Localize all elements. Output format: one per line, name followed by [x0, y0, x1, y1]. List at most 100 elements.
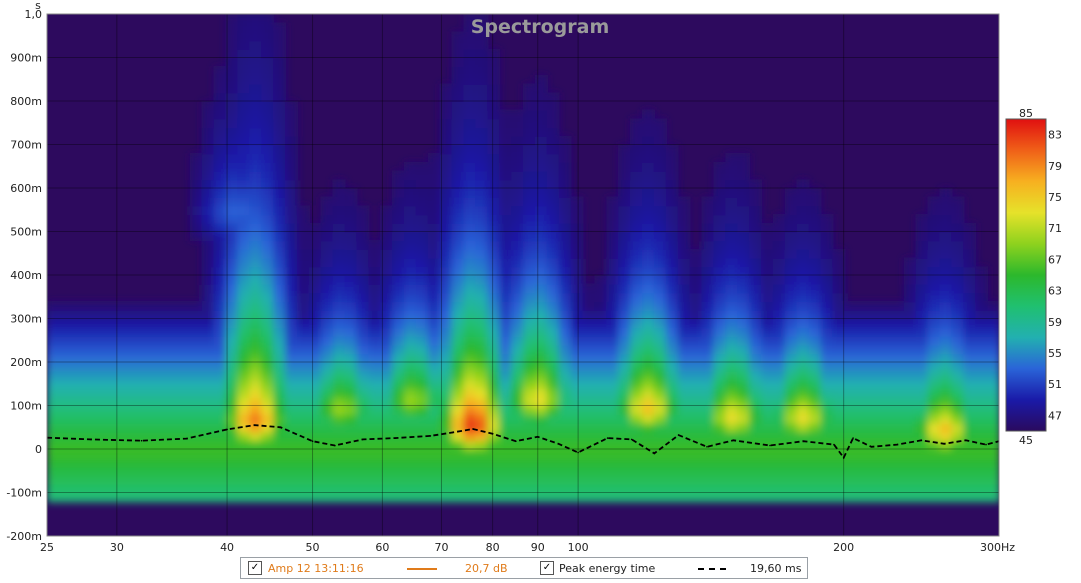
surface-cell — [677, 222, 691, 233]
surface-cell — [511, 275, 524, 285]
surface-cell — [808, 222, 822, 233]
surface-cell — [380, 231, 394, 242]
surface-cell — [927, 422, 941, 433]
surface-cell — [689, 492, 703, 503]
surface-cell — [642, 292, 655, 303]
surface-cell — [975, 283, 989, 294]
surface-cell — [868, 483, 881, 494]
surface-cell — [939, 344, 953, 355]
surface-cell — [784, 362, 798, 372]
surface-cell — [463, 431, 477, 442]
surface-cell — [404, 388, 417, 398]
surface-cell — [273, 205, 286, 216]
surface-cell — [761, 335, 774, 346]
surface-cell — [987, 475, 999, 485]
surface-cell — [761, 449, 774, 459]
surface-cell — [939, 257, 953, 268]
surface-cell — [213, 153, 227, 163]
surface-cell — [665, 344, 679, 355]
measurement-checkbox[interactable]: ✓ — [248, 561, 262, 575]
surface-cell — [261, 14, 275, 24]
surface-cell — [201, 231, 215, 242]
surface-cell — [772, 335, 786, 346]
surface-cell — [713, 301, 727, 311]
surface-cell — [392, 266, 405, 276]
surface-cell — [951, 475, 965, 485]
surface-cell — [261, 257, 275, 268]
surface-cell — [285, 483, 298, 494]
peak-energy-checkbox[interactable]: ✓ — [540, 561, 554, 575]
surface-cell — [915, 309, 929, 320]
surface-cell — [404, 475, 417, 485]
surface-cell — [475, 214, 489, 224]
surface-cell — [653, 170, 667, 181]
surface-cell — [630, 240, 643, 250]
surface-cell — [225, 188, 239, 198]
surface-cell — [451, 40, 465, 50]
surface-cell — [523, 240, 536, 250]
surface-cell — [987, 440, 999, 450]
surface-cell — [308, 222, 322, 233]
surface-cell — [332, 205, 346, 216]
surface-cell — [927, 353, 941, 363]
surface-cell — [273, 379, 286, 390]
surface-cell — [213, 118, 227, 129]
surface-cell — [273, 449, 286, 459]
surface-cell — [808, 431, 822, 442]
surface-cell — [296, 275, 310, 285]
surface-cell — [439, 335, 453, 346]
surface-cell — [808, 492, 822, 503]
surface-cell — [523, 118, 536, 129]
surface-cell — [784, 370, 798, 381]
surface-cell — [380, 483, 394, 494]
surface-cell — [499, 153, 513, 163]
surface-cell — [534, 283, 548, 294]
surface-cell — [546, 431, 560, 442]
surface-cell — [868, 309, 881, 320]
surface-cell — [951, 335, 965, 346]
surface-cell — [404, 449, 417, 459]
surface-cell — [82, 440, 96, 450]
surface-cell — [558, 379, 572, 390]
surface-cell — [868, 370, 881, 381]
surface-cell — [582, 318, 596, 329]
surface-cell — [534, 135, 548, 146]
surface-cell — [546, 449, 560, 459]
surface-cell — [582, 457, 596, 468]
surface-cell — [963, 379, 977, 390]
surface-cell — [594, 318, 608, 329]
surface-cell — [653, 266, 667, 276]
surface-cell — [475, 405, 489, 416]
surface-cell — [713, 344, 727, 355]
surface-cell — [332, 231, 346, 242]
surface-cell — [47, 431, 60, 442]
surface-cell — [273, 362, 286, 372]
surface-cell — [249, 362, 263, 372]
surface-cell — [713, 362, 727, 372]
surface-cell — [808, 214, 822, 224]
y-tick-label: 300m — [10, 313, 42, 326]
surface-cell — [832, 422, 846, 433]
surface-cell — [796, 492, 810, 503]
surface-cell — [320, 449, 334, 459]
surface-cell — [653, 440, 667, 450]
surface-cell — [523, 109, 536, 120]
surface-cell — [808, 188, 822, 198]
surface-cell — [463, 118, 477, 129]
surface-cell — [689, 370, 703, 381]
surface-cell — [880, 431, 893, 442]
surface-cell — [737, 292, 751, 303]
surface-cell — [725, 370, 739, 381]
surface-cell — [142, 466, 156, 477]
surface-cell — [344, 405, 358, 416]
surface-cell — [249, 309, 263, 320]
surface-cell — [796, 370, 810, 381]
surface-cell — [404, 483, 417, 494]
surface-cell — [618, 205, 632, 216]
surface-cell — [534, 422, 548, 433]
surface-cell — [511, 283, 524, 294]
surface-cell — [213, 66, 227, 76]
surface-cell — [856, 492, 870, 503]
surface-cell — [951, 466, 965, 477]
surface-cell — [475, 109, 489, 120]
